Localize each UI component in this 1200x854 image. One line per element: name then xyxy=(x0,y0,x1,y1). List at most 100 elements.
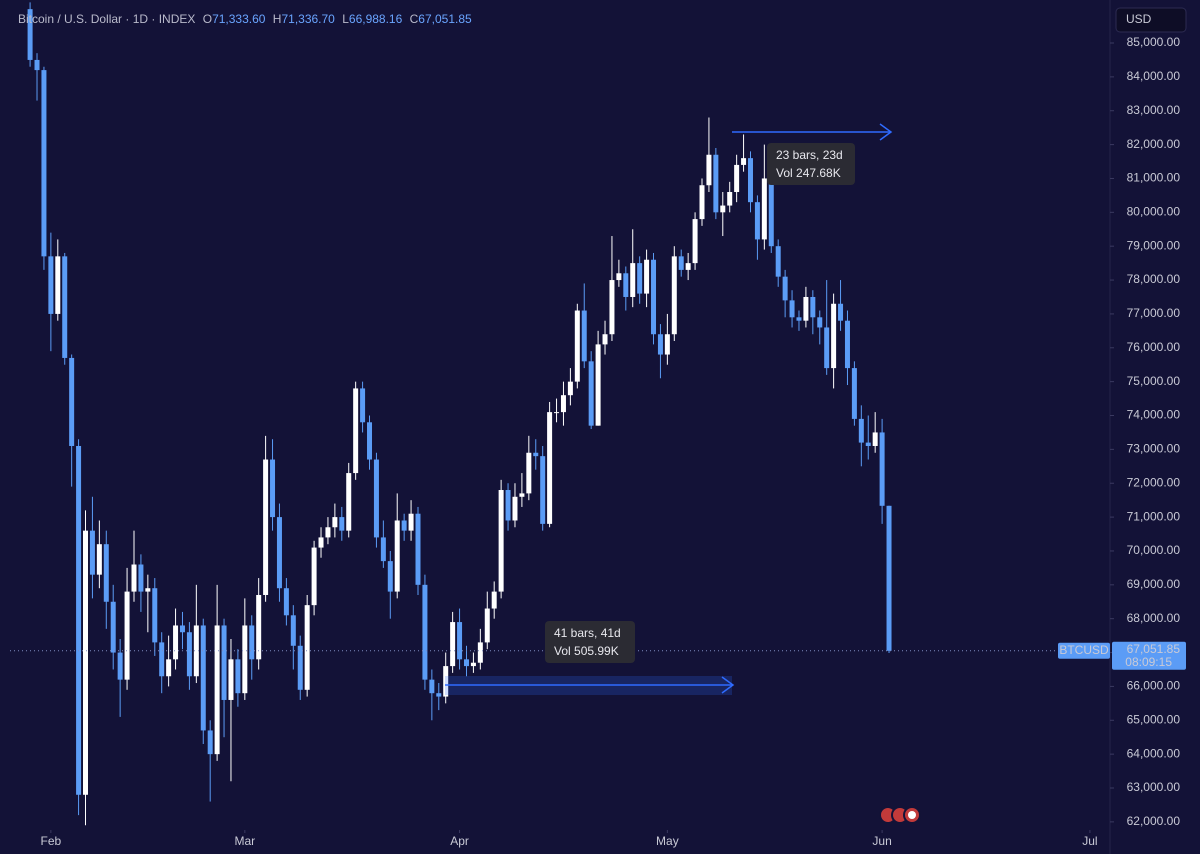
candle-body xyxy=(200,625,206,731)
event-icons[interactable] xyxy=(879,806,921,824)
candle-body xyxy=(387,561,393,592)
candle-body xyxy=(858,418,864,443)
candle-body xyxy=(623,273,629,297)
y-tick-label: 73,000.00 xyxy=(1127,442,1181,456)
candle-body xyxy=(443,666,449,697)
candle-body xyxy=(408,513,414,531)
y-tick-label: 79,000.00 xyxy=(1127,238,1181,252)
candle-body xyxy=(664,334,670,355)
y-tick-label: 62,000.00 xyxy=(1127,814,1181,828)
candle-body xyxy=(401,520,407,531)
candle-body xyxy=(69,357,75,446)
ohlc-key: O xyxy=(203,12,212,26)
ohlc-value: 71,336.70 xyxy=(281,12,335,26)
candle-body xyxy=(699,185,705,220)
candle-body xyxy=(609,280,615,335)
candle-body xyxy=(491,591,497,609)
candle-body xyxy=(678,256,684,270)
candle-body xyxy=(415,513,421,585)
y-tick-label: 72,000.00 xyxy=(1127,475,1181,489)
candle-body xyxy=(436,693,442,697)
candle-body xyxy=(581,310,587,362)
candle-body xyxy=(741,158,747,165)
candle-body xyxy=(838,303,844,321)
x-tick-label: Jun xyxy=(872,834,891,848)
candle-body xyxy=(754,202,760,240)
candle-body xyxy=(138,564,144,592)
measure-tool[interactable]: 23 bars, 23d Vol 247.68K xyxy=(732,123,893,185)
candle-body xyxy=(103,544,109,602)
candle-body xyxy=(173,625,179,660)
currency-button[interactable]: USD xyxy=(1115,7,1187,33)
candle-body xyxy=(630,263,636,297)
currency-label: USD xyxy=(1126,12,1152,26)
candle-body xyxy=(692,219,698,264)
candle-body xyxy=(519,493,525,497)
candle-body xyxy=(214,625,220,755)
candle-body xyxy=(235,659,241,694)
measure-bars: 41 bars, 41d xyxy=(554,626,621,640)
candle-body xyxy=(249,625,255,660)
candle-body xyxy=(76,445,82,795)
candle-body xyxy=(55,256,61,314)
candle-body xyxy=(373,459,379,538)
y-tick-label: 66,000.00 xyxy=(1127,679,1181,693)
y-tick-label: 77,000.00 xyxy=(1127,306,1181,320)
candle-body xyxy=(574,310,580,382)
candle-body xyxy=(270,459,276,518)
candle-body xyxy=(477,642,483,663)
candle-body xyxy=(186,632,192,677)
candle-body xyxy=(886,505,892,651)
candle-body xyxy=(567,381,573,396)
ohlc-value: 71,333.60 xyxy=(212,12,266,26)
candle-body xyxy=(747,158,753,203)
candle-body xyxy=(325,527,331,538)
plot-area xyxy=(10,2,1058,826)
candle-body xyxy=(346,473,352,531)
candle-body xyxy=(193,625,199,677)
candle-body xyxy=(734,164,740,193)
candle-body xyxy=(283,588,289,616)
measure-tooltip xyxy=(545,621,635,663)
candle-body xyxy=(429,679,435,694)
candle-body xyxy=(463,659,469,667)
candle-body xyxy=(720,205,726,213)
candle-body xyxy=(89,530,95,575)
candle-body xyxy=(872,432,878,446)
y-tick-label: 71,000.00 xyxy=(1127,509,1181,523)
candle-body xyxy=(588,361,594,426)
measure-volume: Vol 247.68K xyxy=(776,166,841,180)
candle-body xyxy=(782,276,788,301)
currency-button-bg xyxy=(1115,7,1187,33)
symbol-title: Bitcoin / U.S. Dollar · 1D · INDEX xyxy=(18,12,195,26)
candle-body xyxy=(221,625,227,700)
candle-body xyxy=(879,432,885,506)
candle-body xyxy=(242,625,248,694)
candle-body xyxy=(276,517,282,589)
candle-body xyxy=(526,452,532,494)
measure-bars: 23 bars, 23d xyxy=(776,148,843,162)
candle-body xyxy=(131,564,137,592)
candle-body xyxy=(263,459,269,595)
candle-body xyxy=(713,154,719,213)
candle-body xyxy=(637,263,643,294)
candle-body xyxy=(844,320,850,369)
candle-body xyxy=(671,256,677,335)
measure-arrowhead xyxy=(721,676,735,694)
ticker-label: BTCUSD xyxy=(1059,643,1109,657)
candle-body xyxy=(644,259,650,294)
candle-body xyxy=(651,259,657,335)
price-tag xyxy=(1112,641,1186,670)
x-tick-label: Mar xyxy=(234,834,255,848)
measure-tool[interactable]: 41 bars, 41d Vol 505.99K xyxy=(445,621,735,695)
x-tick-label: May xyxy=(656,834,679,848)
candle-body xyxy=(290,615,296,646)
candle-body xyxy=(110,601,116,653)
candle-body xyxy=(470,662,476,667)
x-tick-label: Jul xyxy=(1082,834,1097,848)
y-tick-label: 64,000.00 xyxy=(1127,746,1181,760)
y-tick-label: 82,000.00 xyxy=(1127,137,1181,151)
y-tick-label: 65,000.00 xyxy=(1127,712,1181,726)
